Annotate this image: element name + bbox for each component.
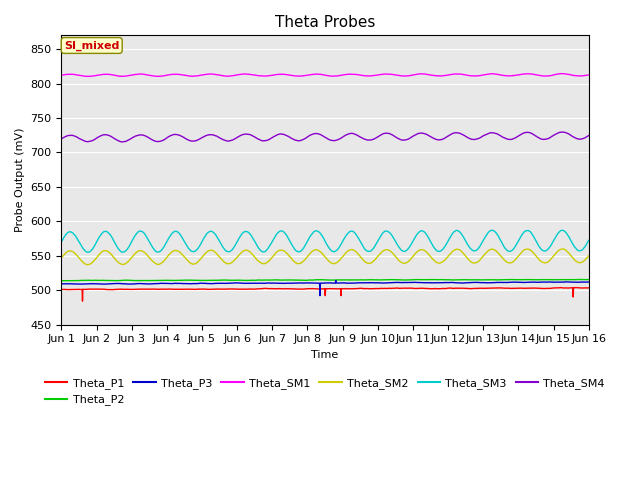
Theta_SM3 bbox=[292, 248, 300, 254]
Theta_SM4 bbox=[557, 129, 565, 135]
Theta_SM4 bbox=[58, 136, 65, 142]
X-axis label: Time: Time bbox=[312, 350, 339, 360]
Theta_P3 bbox=[120, 281, 127, 287]
Theta_SM3 bbox=[302, 241, 310, 247]
Theta_P1 bbox=[573, 285, 580, 290]
Theta_SM4 bbox=[282, 132, 289, 138]
Theta_SM4 bbox=[99, 132, 106, 138]
Theta_SM1 bbox=[85, 73, 93, 79]
Theta_SM2 bbox=[585, 253, 593, 259]
Theta_P2 bbox=[302, 277, 310, 283]
Theta_SM2 bbox=[559, 246, 566, 252]
Theta_SM4 bbox=[118, 139, 126, 145]
Theta_SM2 bbox=[302, 256, 310, 262]
Theta_SM3 bbox=[119, 249, 127, 255]
Theta_SM3 bbox=[99, 230, 106, 236]
Theta_SM1 bbox=[120, 73, 128, 79]
Theta_P3 bbox=[332, 277, 340, 283]
Theta_SM2 bbox=[84, 262, 92, 267]
Theta_P1 bbox=[302, 286, 310, 292]
Theta_P3 bbox=[58, 281, 65, 287]
Theta_SM3 bbox=[358, 241, 365, 247]
Theta_SM3 bbox=[58, 239, 65, 245]
Theta_SM4 bbox=[358, 135, 365, 141]
Theta_SM1 bbox=[559, 71, 566, 76]
Theta_P3 bbox=[585, 279, 593, 285]
Theta_P1 bbox=[79, 298, 86, 304]
Theta_SM1 bbox=[292, 73, 300, 79]
Theta_P2 bbox=[120, 277, 128, 283]
Theta_P1 bbox=[99, 286, 106, 292]
Theta_SM1 bbox=[58, 72, 65, 78]
Theta_P2 bbox=[576, 276, 584, 282]
Theta_P2 bbox=[60, 278, 68, 284]
Line: Theta_P1: Theta_P1 bbox=[61, 288, 589, 301]
Y-axis label: Probe Output (mV): Probe Output (mV) bbox=[15, 128, 25, 232]
Theta_SM2 bbox=[120, 262, 128, 267]
Theta_P1 bbox=[120, 287, 128, 292]
Theta_P2 bbox=[282, 277, 289, 283]
Theta_P3 bbox=[292, 280, 300, 286]
Line: Theta_SM4: Theta_SM4 bbox=[61, 132, 589, 142]
Theta_SM4 bbox=[120, 139, 128, 144]
Theta_SM2 bbox=[292, 260, 300, 266]
Line: Theta_SM2: Theta_SM2 bbox=[61, 249, 589, 264]
Line: Theta_SM1: Theta_SM1 bbox=[61, 73, 589, 76]
Theta_SM3 bbox=[558, 228, 566, 233]
Theta_SM2 bbox=[58, 255, 65, 261]
Theta_P3 bbox=[99, 281, 106, 287]
Theta_P2 bbox=[99, 277, 106, 283]
Theta_P2 bbox=[58, 278, 65, 284]
Line: Theta_SM3: Theta_SM3 bbox=[61, 230, 589, 252]
Title: Theta Probes: Theta Probes bbox=[275, 15, 375, 30]
Theta_SM2 bbox=[282, 249, 289, 255]
Theta_P2 bbox=[292, 277, 300, 283]
Line: Theta_P2: Theta_P2 bbox=[61, 279, 589, 281]
Theta_P1 bbox=[58, 287, 65, 292]
Theta_P3 bbox=[358, 280, 366, 286]
Line: Theta_P3: Theta_P3 bbox=[61, 280, 589, 296]
Text: SI_mixed: SI_mixed bbox=[64, 40, 120, 50]
Legend: Theta_P1, Theta_P2, Theta_P3, Theta_SM1, Theta_SM2, Theta_SM3, Theta_SM4: Theta_P1, Theta_P2, Theta_P3, Theta_SM1,… bbox=[41, 373, 609, 410]
Theta_SM1 bbox=[282, 72, 289, 77]
Theta_SM1 bbox=[302, 72, 310, 78]
Theta_SM1 bbox=[358, 72, 365, 78]
Theta_P1 bbox=[282, 286, 289, 292]
Theta_SM2 bbox=[99, 249, 106, 254]
Theta_SM2 bbox=[358, 255, 365, 261]
Theta_P1 bbox=[585, 285, 593, 291]
Theta_SM3 bbox=[585, 238, 593, 243]
Theta_SM3 bbox=[282, 231, 289, 237]
Theta_SM4 bbox=[585, 132, 593, 138]
Theta_SM1 bbox=[585, 72, 593, 78]
Theta_SM4 bbox=[302, 135, 310, 141]
Theta_P1 bbox=[292, 286, 300, 292]
Theta_P2 bbox=[358, 277, 365, 283]
Theta_P2 bbox=[585, 276, 593, 282]
Theta_P3 bbox=[282, 280, 289, 286]
Theta_SM1 bbox=[99, 72, 106, 77]
Theta_P1 bbox=[358, 286, 365, 291]
Theta_P3 bbox=[316, 293, 324, 299]
Theta_P3 bbox=[301, 280, 309, 286]
Theta_SM4 bbox=[292, 137, 300, 143]
Theta_SM3 bbox=[120, 249, 128, 255]
